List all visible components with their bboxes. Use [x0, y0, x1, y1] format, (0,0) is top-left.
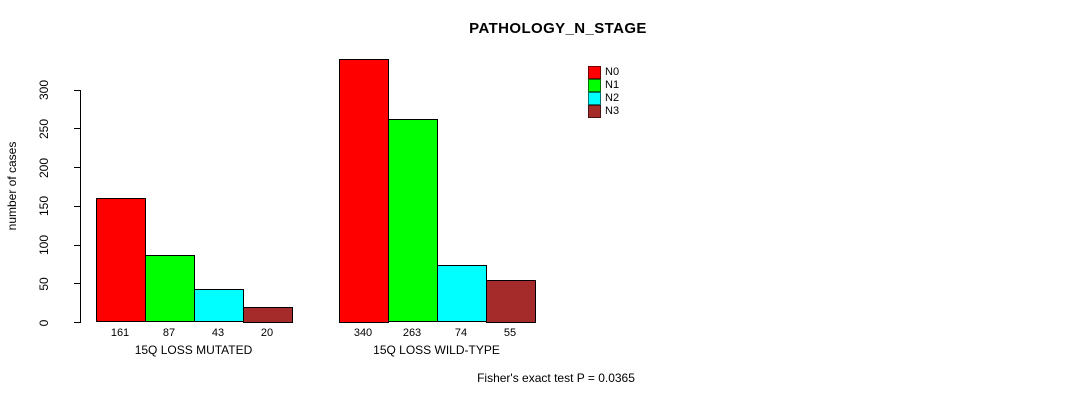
bar-n2-group1 — [193, 289, 244, 323]
y-axis-tick — [74, 89, 80, 91]
legend-label-n1: N1 — [605, 78, 620, 91]
bar-value-label: 43 — [211, 326, 225, 339]
group-label: 15Q LOSS MUTATED — [134, 342, 253, 357]
chart-title: PATHOLOGY_N_STAGE — [469, 20, 647, 37]
y-axis-tick — [74, 167, 80, 168]
y-axis-tick-label: 200 — [37, 157, 51, 178]
legend-label-n2: N2 — [605, 91, 620, 104]
y-axis-tick-label: 50 — [37, 277, 51, 291]
y-axis-line — [80, 90, 81, 323]
bar-n1-group1 — [144, 255, 195, 323]
y-axis-tick — [74, 283, 80, 285]
y-axis-tick-label: 150 — [37, 196, 51, 217]
bar-value-label: 161 — [110, 326, 130, 339]
bar-value-label: 20 — [260, 326, 274, 339]
legend-swatch-n3 — [588, 104, 601, 118]
legend-label-n3: N3 — [605, 104, 620, 117]
legend-swatch-n1 — [588, 78, 601, 92]
bar-value-label: 340 — [353, 326, 373, 339]
bar-n0-group1 — [95, 197, 146, 323]
fisher-test-annotation: Fisher's exact test P = 0.0365 — [477, 371, 635, 385]
y-axis-tick-label: 100 — [37, 234, 51, 256]
group-label: 15Q LOSS WILD-TYPE — [373, 342, 500, 357]
bar-n3-group1 — [242, 307, 293, 323]
bar-n0-group2 — [338, 59, 389, 323]
legend-swatch-n2 — [588, 91, 601, 105]
legend-label-n0: N0 — [605, 65, 620, 78]
y-axis-tick-label: 250 — [37, 118, 51, 139]
y-axis-label: number of cases — [5, 141, 19, 231]
y-axis-tick — [74, 322, 80, 323]
y-axis-tick-label: 0 — [37, 319, 51, 326]
y-axis-tick — [74, 128, 80, 130]
bar-n1-group2 — [387, 118, 438, 323]
bar-value-label: 263 — [402, 326, 422, 339]
y-axis-tick — [74, 244, 80, 246]
bar-value-label: 87 — [162, 326, 176, 339]
bar-value-label: 74 — [454, 326, 468, 339]
y-axis-tick-label: 300 — [37, 79, 51, 101]
bar-value-label: 55 — [503, 326, 517, 339]
y-axis-tick — [74, 205, 80, 207]
bar-n3-group2 — [485, 279, 536, 323]
legend-swatch-n0 — [588, 65, 601, 79]
bar-n2-group2 — [436, 265, 487, 323]
